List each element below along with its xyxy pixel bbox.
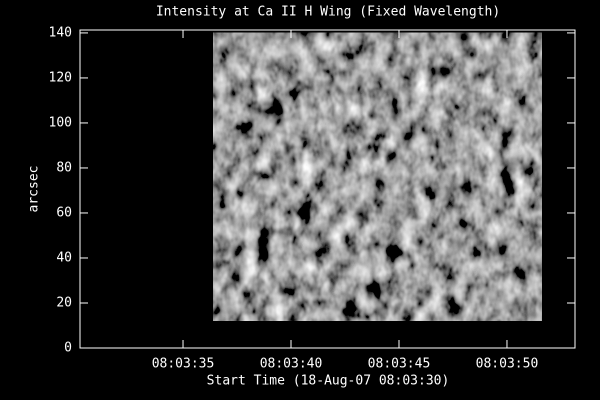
x-tick-label: 08:03:50 [476,357,539,372]
x-axis-label: Start Time (18-Aug-07 08:03:30) [207,374,450,389]
y-tick-label: 140 [49,25,72,40]
y-tick-label: 100 [49,115,72,130]
chart-title: Intensity at Ca II H Wing (Fixed Wavelen… [156,5,500,20]
y-tick-label: 60 [56,205,72,220]
y-tick-label: 20 [56,295,72,310]
plot-frame [79,29,576,349]
y-tick-label: 40 [56,250,72,265]
x-tick-label: 08:03:45 [368,357,431,372]
x-tick-label: 08:03:40 [260,357,323,372]
y-tick-label: 80 [56,160,72,175]
x-tick-label: 08:03:35 [152,357,215,372]
y-tick-label: 120 [49,70,72,85]
y-axis-label: arcsec [27,166,42,213]
heatmap-image [213,32,542,321]
y-tick-label: 0 [64,341,72,356]
